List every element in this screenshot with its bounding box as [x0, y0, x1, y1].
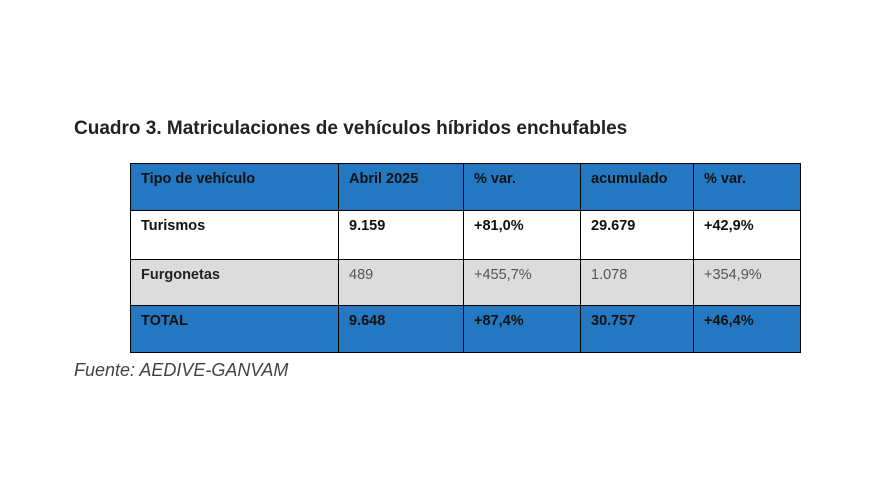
- header-cell-vehicle-type: Tipo de vehículo: [130, 163, 339, 211]
- table-cell: 29.679: [580, 210, 694, 260]
- table-cell: 489: [338, 259, 464, 306]
- table-cell: 9.159: [338, 210, 464, 260]
- table-cell: +87,4%: [463, 305, 581, 353]
- table-row-total: TOTAL 9.648 +87,4% 30.757 +46,4%: [130, 305, 801, 353]
- source-note: Fuente: AEDIVE-GANVAM: [74, 360, 289, 380]
- table-row-turismos: Turismos 9.159 +81,0% 29.679 +42,9%: [130, 210, 801, 260]
- header-cell-var-month: % var.: [463, 163, 581, 211]
- table-row-furgonetas: Furgonetas 489 +455,7% 1.078 +354,9%: [130, 259, 801, 306]
- table-cell: +46,4%: [693, 305, 801, 353]
- table-title: Cuadro 3. Matriculaciones de vehículos h…: [74, 118, 628, 139]
- table-cell: +354,9%: [693, 259, 801, 306]
- table-cell: 1.078: [580, 259, 694, 306]
- table-cell: 30.757: [580, 305, 694, 353]
- table-cell: +81,0%: [463, 210, 581, 260]
- table-cell: Furgonetas: [130, 259, 339, 306]
- header-cell-var-accumulated: % var.: [693, 163, 801, 211]
- table-cell: 9.648: [338, 305, 464, 353]
- table-header-row: Tipo de vehículo Abril 2025 % var. acumu…: [130, 163, 801, 211]
- header-cell-april-2025: Abril 2025: [338, 163, 464, 211]
- registrations-table: Tipo de vehículo Abril 2025 % var. acumu…: [130, 163, 801, 353]
- table-cell: +42,9%: [693, 210, 801, 260]
- header-cell-accumulated: acumulado: [580, 163, 694, 211]
- table-cell: +455,7%: [463, 259, 581, 306]
- table-cell: Turismos: [130, 210, 339, 260]
- table-cell: TOTAL: [130, 305, 339, 353]
